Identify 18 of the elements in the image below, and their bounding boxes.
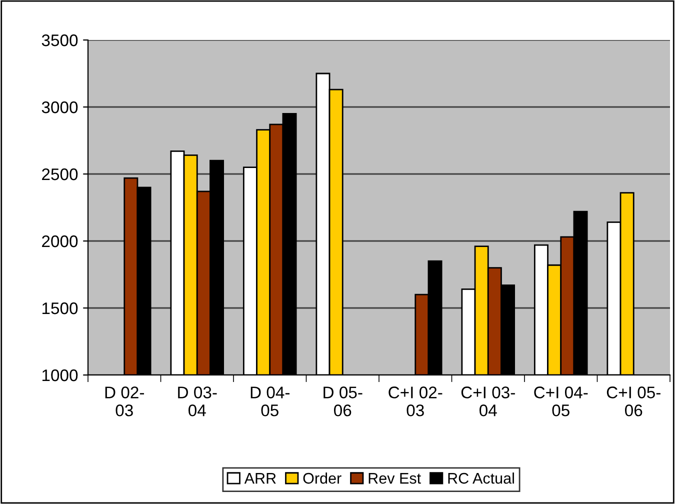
legend-label: ARR bbox=[244, 473, 276, 484]
y-tick-label: 2500 bbox=[42, 168, 78, 180]
x-tick-label: D 02- 03 bbox=[105, 386, 144, 416]
x-tick-label: D 04- 05 bbox=[250, 386, 290, 416]
x-tick-label: D 03- 04 bbox=[178, 386, 217, 416]
legend-label: Order bbox=[303, 472, 342, 484]
y-tick-label: 1500 bbox=[42, 302, 78, 314]
y-tick-label: 3000 bbox=[42, 101, 78, 114]
y-tick-label: 3500 bbox=[42, 34, 78, 46]
x-tick-label: C+I 04- 05 bbox=[534, 386, 588, 416]
x-tick-label: C+I 03- 04 bbox=[461, 386, 515, 416]
x-tick-label: C+I 02- 03 bbox=[388, 386, 442, 416]
x-tick-label: C+I 05- 06 bbox=[606, 386, 660, 416]
y-tick-label: 1000 bbox=[42, 369, 78, 382]
x-tick-label: D 05- 06 bbox=[324, 386, 362, 416]
legend-label: RC Actual bbox=[448, 472, 514, 484]
y-tick-label: 2000 bbox=[42, 235, 78, 248]
legend-label: Rev Est bbox=[368, 473, 421, 484]
